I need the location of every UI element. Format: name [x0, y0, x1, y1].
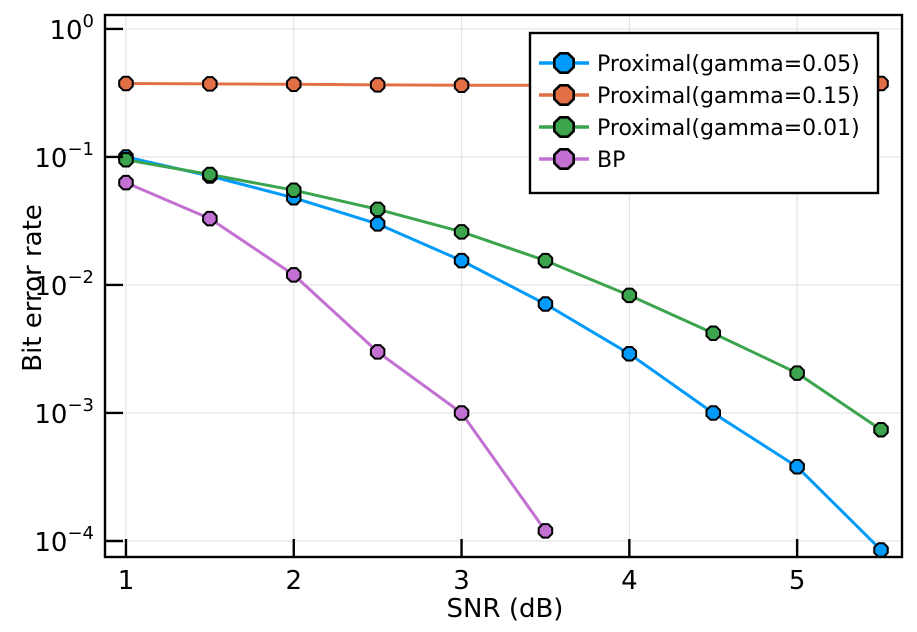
axes-frame	[103, 13, 904, 559]
data-point	[453, 252, 470, 269]
data-point	[621, 346, 638, 362]
legend-item: Proximal(gamma=0.05)	[539, 51, 860, 77]
data-point	[789, 365, 805, 381]
data-point	[537, 252, 554, 269]
legend-marker	[552, 148, 576, 170]
legend-item: Proximal(gamma=0.15)	[539, 84, 860, 109]
data-point	[202, 166, 218, 183]
y-tick-label: 10−2	[34, 267, 94, 302]
data-point	[453, 224, 470, 240]
data-point	[118, 75, 134, 92]
data-point	[118, 174, 134, 191]
data-point	[789, 459, 805, 475]
data-point	[202, 210, 218, 227]
data-point	[705, 405, 721, 421]
y-tick-label: 10−1	[34, 139, 94, 174]
x-axis-label: SNR (dB)	[447, 594, 564, 624]
legend-marker	[552, 116, 576, 138]
data-point	[369, 77, 386, 93]
y-tick-label: 100	[49, 11, 94, 46]
x-tick-label: 2	[285, 566, 302, 596]
x-tick-label: 1	[118, 566, 135, 596]
data-point	[369, 344, 386, 360]
data-point	[369, 201, 386, 218]
x-tick-labels: 1 2 3 4 5	[118, 566, 806, 596]
legend-label: Proximal(gamma=0.15)	[597, 84, 860, 109]
legend-box	[528, 31, 880, 195]
data-point	[286, 267, 302, 283]
y-tick-labels: 100 10−1 10−2 10−3 10−4	[34, 11, 94, 558]
y-tick-label: 10−4	[34, 523, 94, 558]
data-point	[369, 216, 386, 232]
legend-item: BP	[539, 148, 625, 173]
series-proximal-gamma-0-01	[118, 152, 889, 438]
legend-label: BP	[597, 148, 625, 173]
data-point	[453, 77, 470, 94]
x-tick-label: 5	[789, 566, 806, 596]
data-point	[118, 152, 134, 168]
data-point	[873, 421, 889, 438]
x-tick-label: 4	[621, 566, 638, 596]
legend-label: Proximal(gamma=0.05)	[597, 52, 860, 77]
data-point	[453, 405, 470, 421]
series-line-bp	[124, 181, 547, 533]
legend-item: Proximal(gamma=0.01)	[539, 116, 860, 141]
legend-marker	[552, 51, 576, 74]
series-proximal-gamma-0-05	[118, 149, 889, 558]
legend-marker	[552, 84, 576, 106]
y-tick-label: 10−3	[34, 395, 94, 430]
x-tick-label: 3	[453, 566, 470, 596]
series-bp	[118, 174, 554, 539]
series-line-proximal-gamma-0-05	[124, 155, 883, 552]
legend: Proximal(gamma=0.05) Proximal(gamma=0.15)…	[528, 31, 880, 195]
data-point	[286, 182, 302, 198]
data-point	[537, 296, 554, 312]
data-point	[202, 76, 218, 92]
series-line-proximal-gamma-0-01	[124, 158, 883, 432]
legend-label: Proximal(gamma=0.01)	[597, 116, 860, 141]
gridlines	[105, 15, 902, 557]
data-point	[286, 76, 302, 92]
data-point	[621, 287, 638, 304]
data-point	[537, 523, 554, 539]
y-axis-label: Bit error rate	[18, 204, 48, 372]
data-point	[873, 542, 889, 558]
data-point	[705, 325, 721, 341]
